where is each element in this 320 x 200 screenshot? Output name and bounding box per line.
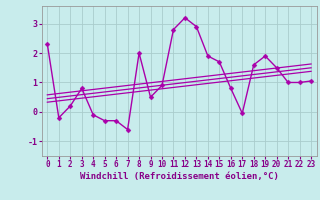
X-axis label: Windchill (Refroidissement éolien,°C): Windchill (Refroidissement éolien,°C) xyxy=(80,172,279,181)
